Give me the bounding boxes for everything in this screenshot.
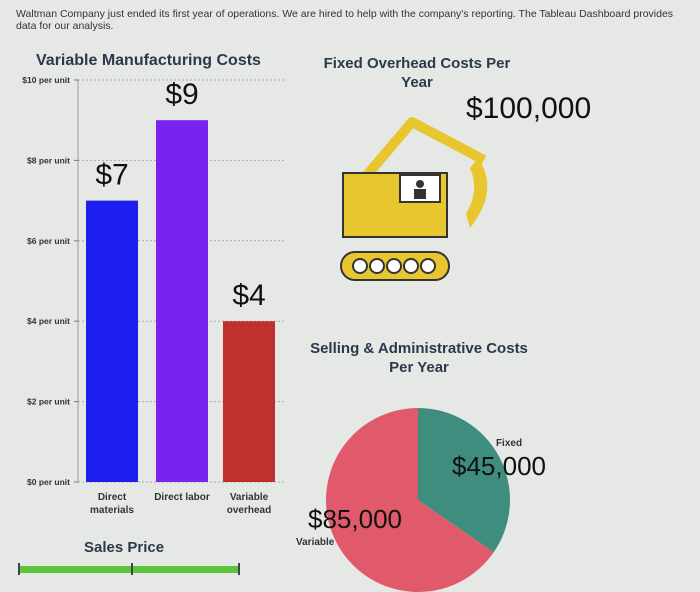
fixed-overhead-title: Fixed Overhead Costs Per Year (323, 55, 511, 91)
pie-value-label: $45,000 (452, 451, 546, 481)
y-tick-label: $10 per unit (22, 75, 70, 85)
bar-data-label: $4 (232, 279, 265, 312)
variable-costs-title: Variable Manufacturing Costs (36, 52, 261, 69)
slider-tick-start (18, 563, 20, 575)
fixed-overhead-amount: $100,000 (466, 92, 592, 125)
bar-data-label: $7 (95, 159, 128, 192)
x-tick-label: Direct materials (90, 492, 134, 516)
bar (156, 120, 208, 482)
y-tick-label: $6 per unit (27, 236, 70, 246)
slider-tick-end (238, 563, 240, 575)
pie-slice-fixed (418, 408, 510, 553)
y-tick-label: $0 per unit (27, 477, 70, 487)
y-tick-label: $2 per unit (27, 397, 70, 407)
bar (223, 321, 275, 482)
pie-slice-name-label: Variable (296, 537, 335, 548)
excavator-graphic (340, 117, 488, 281)
excavator-icon (340, 117, 488, 281)
x-tick-label: Direct labor (154, 492, 210, 503)
pie-slice-name-label: Fixed (496, 438, 522, 449)
x-tick-label: Variable overhead (227, 492, 271, 516)
bar-data-label: $9 (165, 78, 198, 111)
pie-value-label: $85,000 (308, 504, 402, 534)
variable-costs-bar-chart: $0 per unit $2 per unit $4 per unit $6 per … (22, 75, 286, 516)
slider-handle[interactable] (131, 563, 133, 575)
y-tick-label: $8 per unit (27, 155, 70, 165)
sga-costs-title: Selling & Administrative Costs Per Year (310, 340, 528, 376)
pie-slice-variable (326, 407, 494, 592)
sales-price-label: Sales Price (84, 539, 165, 556)
worker-icon (414, 180, 426, 199)
y-tick-label: $4 per unit (27, 316, 70, 326)
intro-text: Waltman Company just ended its first yea… (16, 8, 674, 32)
bar (86, 200, 138, 482)
slider-track[interactable] (18, 566, 240, 573)
